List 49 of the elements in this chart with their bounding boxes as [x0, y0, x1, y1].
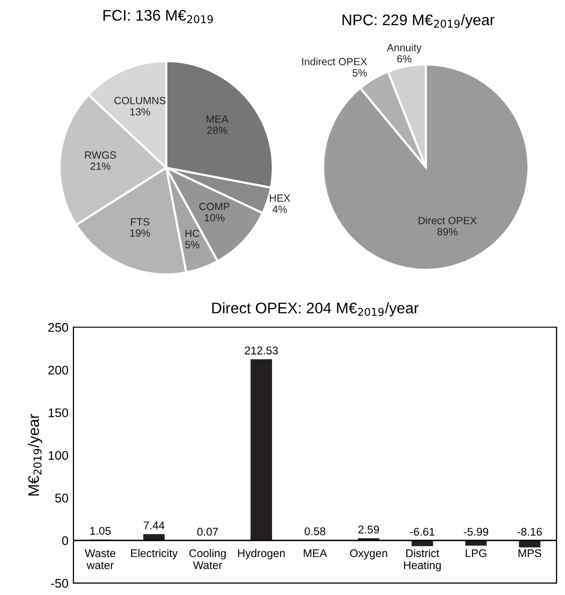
x-tick-label: MEA: [304, 549, 328, 558]
y-tick-label: 150: [48, 408, 68, 418]
slice-label: Direct OPEX: [418, 216, 477, 224]
y-tick-label: 200: [48, 366, 68, 375]
data-label: 10%: [204, 214, 224, 222]
slice-label: FTS: [130, 218, 150, 226]
slice-label: Annuity: [386, 44, 422, 54]
data-label: 21%: [90, 162, 110, 170]
data-label: 19%: [130, 229, 150, 237]
chart-title: FCI: 136 M€$_{2019}$: [103, 10, 213, 24]
data-label: 5%: [185, 241, 200, 248]
chart-title: Direct OPEX: 204 M€$_{2019}$/year: [212, 302, 419, 316]
slice-label: HEX: [270, 194, 290, 202]
data-label: -8.16: [518, 528, 542, 536]
data-label: 7.44: [144, 522, 164, 530]
slice-label: Indirect OPEX: [302, 58, 368, 66]
x-tick-label: MPS: [518, 549, 542, 558]
data-label: 6%: [397, 55, 412, 63]
x-tick-label: Waste water: [84, 549, 116, 570]
data-label: 5%: [352, 69, 367, 77]
x-tick-label: Electricity: [131, 548, 178, 560]
chart-title: NPC: 229 M€$_{2019}$/year: [342, 14, 495, 28]
data-label: 89%: [437, 228, 458, 236]
data-label: 28%: [207, 126, 228, 134]
slice-label: MEA: [206, 116, 228, 123]
slice-label: COLUMNS: [114, 96, 166, 104]
data-label: 1.05: [90, 526, 111, 535]
data-label: 212.53: [244, 346, 278, 354]
x-tick-label: Hydrogen: [238, 548, 285, 560]
y-tick-label: 100: [48, 450, 68, 460]
data-label: -5.99: [464, 528, 488, 536]
data-label: 13%: [130, 108, 150, 116]
x-tick-label: District Heating: [404, 548, 441, 572]
x-tick-label: Oxygen: [350, 549, 388, 560]
x-tick-label: LPG: [466, 549, 486, 558]
y-tick-label: 0: [62, 536, 68, 546]
slice-label: HC: [186, 230, 200, 238]
data-label: 4%: [272, 206, 287, 213]
data-label: 0.58: [304, 527, 326, 536]
data-label: -6.61: [410, 528, 434, 536]
slice-label: RWGS: [85, 151, 116, 159]
slice-label: COMP: [199, 202, 230, 210]
x-tick-label: Cooling Water: [189, 548, 226, 570]
y-tick-label: 250: [48, 323, 68, 332]
data-label: 0.07: [197, 528, 218, 536]
y-tick-label: 50: [55, 494, 68, 502]
data-label: 2.59: [358, 526, 379, 534]
y-axis-title: M€$_{2019}$/year: [28, 414, 42, 496]
y-tick-label: -50: [51, 578, 68, 588]
